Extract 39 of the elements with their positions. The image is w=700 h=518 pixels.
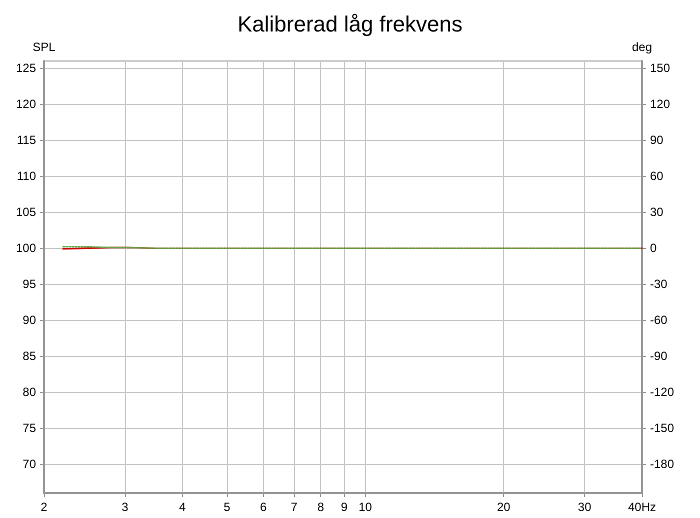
y-tick-label: 105 bbox=[16, 205, 36, 220]
chart-title: Kalibrerad låg frekvens bbox=[237, 12, 463, 36]
x-tick-label: 4 bbox=[179, 500, 186, 514]
x-tick-label: 10 bbox=[358, 500, 372, 514]
x-tick-label: 8 bbox=[317, 500, 324, 514]
x-tick-label: 20 bbox=[496, 500, 511, 514]
y-tick-label: 110 bbox=[16, 169, 36, 184]
y2-tick-label: -30 bbox=[650, 277, 668, 292]
y2-tick-label: -90 bbox=[650, 349, 668, 364]
x-tick-label: 3 bbox=[122, 500, 129, 514]
y-tick-label: 120 bbox=[16, 97, 36, 112]
x-tick-label: 2 bbox=[40, 500, 48, 514]
y2-tick-label: -150 bbox=[650, 421, 674, 436]
y2-tick-label: 90 bbox=[650, 133, 664, 148]
y-tick-label: 90 bbox=[22, 313, 36, 328]
y2-tick-label: 150 bbox=[650, 61, 670, 76]
y2-tick-label: -180 bbox=[650, 457, 674, 472]
y-tick-label: 115 bbox=[16, 133, 36, 148]
y2-tick-label: 120 bbox=[650, 97, 670, 112]
y2-axis-title: deg bbox=[632, 40, 652, 54]
y-tick-label: 70 bbox=[22, 457, 36, 472]
y-tick-label: 75 bbox=[22, 421, 36, 436]
x-tick-label: 6 bbox=[260, 500, 267, 514]
y2-tick-label: 60 bbox=[650, 169, 664, 184]
y-axis-title: SPL bbox=[32, 40, 56, 54]
y2-tick-label: -60 bbox=[650, 313, 668, 328]
x-tick-label: 9 bbox=[340, 500, 348, 514]
y2-tick-label: 0 bbox=[650, 241, 657, 256]
x-tick-label: 7 bbox=[290, 500, 298, 514]
y2-tick-label: -120 bbox=[650, 385, 674, 400]
x-tick-label: 30 bbox=[578, 500, 592, 514]
y-tick-label: 80 bbox=[22, 385, 36, 400]
y2-tick-label: 30 bbox=[650, 205, 664, 220]
y-tick-label: 125 bbox=[16, 61, 36, 76]
y-tick-label: 95 bbox=[22, 277, 36, 292]
x-tick-label: 40Hz bbox=[628, 500, 656, 514]
y-tick-label: 100 bbox=[16, 241, 36, 256]
y-tick-label: 85 bbox=[22, 349, 36, 364]
x-tick-label: 5 bbox=[224, 500, 231, 514]
